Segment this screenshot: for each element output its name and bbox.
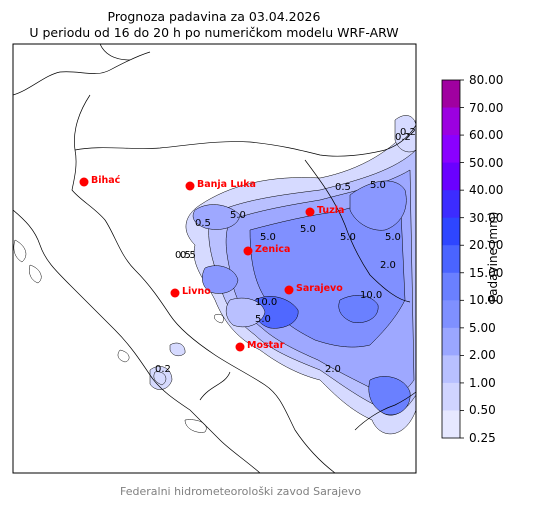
colorbar-segment bbox=[442, 162, 460, 191]
colorbar-tick-label: 20.00 bbox=[469, 238, 504, 253]
city-label: Sarajevo bbox=[296, 283, 343, 294]
contour-label: 5.0 bbox=[255, 314, 271, 325]
map-title: Prognoza padavina za 03.04.2026 bbox=[107, 9, 321, 24]
contour-label: 0.5 bbox=[180, 250, 196, 261]
colorbar-tick-label: 2.00 bbox=[469, 348, 496, 363]
city-marker bbox=[185, 181, 195, 191]
colorbar-segment bbox=[442, 107, 460, 136]
city-label: Banja Luka bbox=[197, 179, 256, 190]
city-marker bbox=[79, 177, 89, 187]
city-marker bbox=[243, 246, 253, 256]
contour-label: 0.5 bbox=[175, 250, 191, 261]
colorbar-frame bbox=[441, 79, 461, 439]
contour-label: 10.0 bbox=[360, 290, 382, 301]
contour-label: 5.0 bbox=[300, 224, 316, 235]
precipitation-field bbox=[149, 115, 416, 435]
colorbar-segment bbox=[442, 327, 460, 356]
city-label: Mostar bbox=[247, 340, 285, 351]
city-marker bbox=[170, 288, 180, 298]
map-frame bbox=[12, 43, 417, 474]
contour-label: 0.2 bbox=[155, 364, 171, 375]
colorbar-segment bbox=[442, 190, 460, 219]
city-label: Tuzla bbox=[317, 205, 344, 216]
colorbar-segment bbox=[442, 217, 460, 246]
colorbar-tick-label: 80.00 bbox=[469, 73, 504, 87]
contour-label: 0.5 bbox=[335, 182, 351, 193]
colorbar-tick-label: 0.50 bbox=[469, 403, 496, 418]
city-markers: Bihać Banja Luka Tuzla Zenica Livno Sarajevo M… bbox=[79, 175, 344, 352]
contour-label: 5.0 bbox=[385, 232, 401, 243]
colorbar-tick-label: 30.00 bbox=[469, 210, 504, 225]
contour-label: 2.0 bbox=[380, 260, 396, 271]
colorbar-segment bbox=[442, 355, 460, 384]
colorbar-tick-label: 40.00 bbox=[469, 183, 504, 198]
colorbar-segment bbox=[442, 245, 460, 274]
colorbar bbox=[442, 79, 464, 439]
contour-labels: 0.2 0.5 5.0 5.0 5.0 5.0 5.0 5.0 10.0 10.0 2.0 2.0 0.… bbox=[155, 127, 416, 375]
contour-label: 0.5 bbox=[195, 218, 211, 229]
contour-label: 10.0 bbox=[255, 297, 277, 308]
city-marker bbox=[284, 285, 294, 295]
colorbar-tick-label: 60.00 bbox=[469, 128, 504, 143]
colorbar-tick-label: 70.00 bbox=[469, 100, 504, 115]
colorbar-label: Padavine (mm) bbox=[486, 211, 500, 303]
colorbar-tick-label: 5.00 bbox=[469, 320, 496, 335]
country-borders bbox=[13, 44, 416, 473]
colorbar-tick-label: 1.00 bbox=[469, 375, 496, 390]
colorbar-tick-label: 50.00 bbox=[469, 155, 504, 170]
contour-label: 5.0 bbox=[370, 180, 386, 191]
city-label: Bihać bbox=[91, 175, 121, 186]
contour-label: 0.2 bbox=[395, 132, 411, 143]
colorbar-tick-label: 15.00 bbox=[469, 265, 504, 280]
colorbar-tick-label: 0.25 bbox=[469, 431, 496, 445]
colorbar-segment bbox=[442, 300, 460, 329]
contour-label: 0.2 bbox=[400, 127, 416, 138]
credit-text: Federalni hidrometeorološki zavod Saraje… bbox=[120, 485, 362, 498]
colorbar-tick-label: 10.00 bbox=[469, 293, 504, 308]
colorbar-segment bbox=[442, 410, 460, 439]
contour-label: 5.0 bbox=[230, 210, 246, 221]
islands bbox=[13, 239, 224, 433]
contour-label: 5.0 bbox=[340, 232, 356, 243]
city-label: Zenica bbox=[255, 244, 290, 255]
colorbar-segment bbox=[442, 382, 460, 411]
colorbar-segment bbox=[442, 135, 460, 164]
map-subtitle: U periodu od 16 do 20 h po numeričkom mo… bbox=[29, 25, 399, 40]
city-label: Livno bbox=[182, 286, 211, 297]
contour-label: 2.0 bbox=[325, 364, 341, 375]
city-marker bbox=[305, 207, 315, 217]
colorbar-segment bbox=[442, 80, 460, 109]
colorbar-segment bbox=[442, 272, 460, 301]
city-marker bbox=[235, 342, 245, 352]
contour-label: 5.0 bbox=[260, 232, 276, 243]
